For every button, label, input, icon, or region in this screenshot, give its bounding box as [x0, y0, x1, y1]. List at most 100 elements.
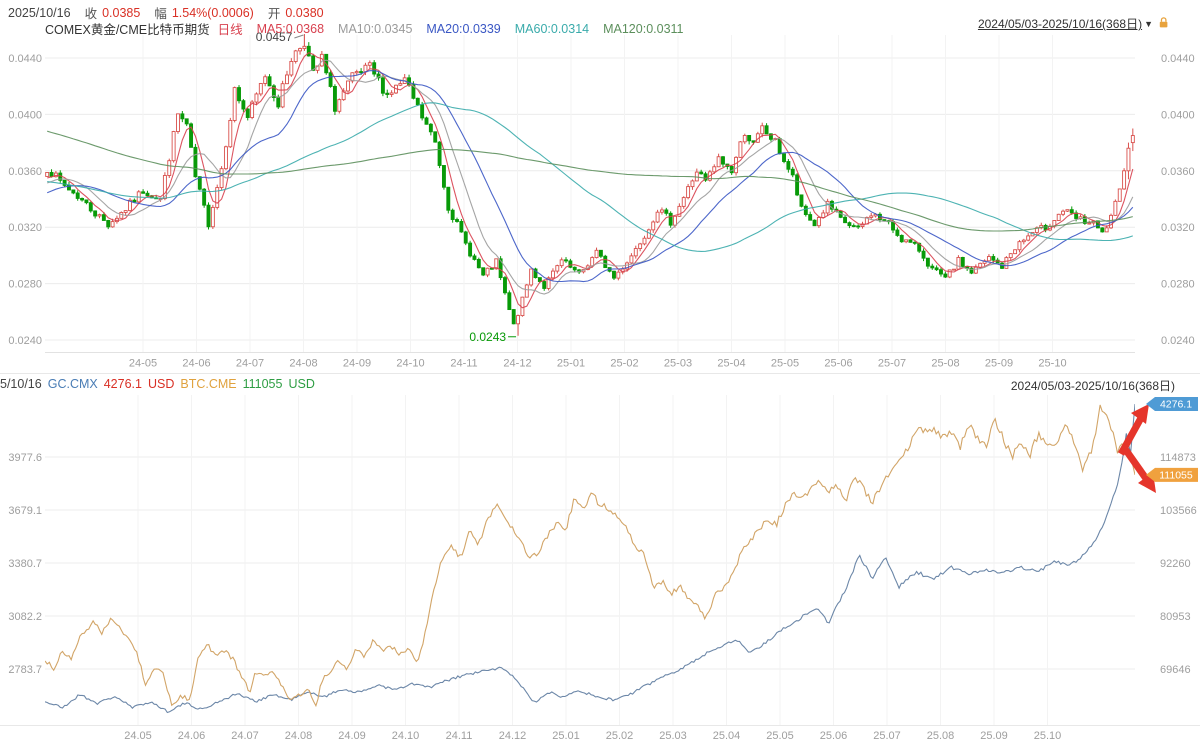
ma-label: MA10:0.0345: [338, 21, 413, 36]
x-tick-label: 25-04: [717, 358, 745, 370]
x-tick-label: 24.09: [338, 730, 366, 742]
ma-label: MA60:0.0314: [514, 21, 590, 36]
y-tick-label: 0.0440: [8, 53, 42, 65]
x-tick-label: 25.09: [980, 730, 1008, 742]
x-tick-label: 25-09: [985, 358, 1013, 370]
x-tick-label: 25.04: [713, 730, 741, 742]
x-tick-label: 24.07: [231, 730, 259, 742]
x-tick-label: 25-07: [878, 358, 906, 370]
x-tick-label: 24-06: [182, 358, 210, 370]
bottom-date: 5/10/16: [0, 377, 42, 391]
y-tick-label: 0.0240: [1161, 335, 1195, 347]
left-axis-label: 2783.7: [8, 664, 42, 676]
period-selector[interactable]: 2024/05/03-2025/10/16(368日) ▼: [978, 15, 1170, 32]
x-tick-label: 24.12: [499, 730, 527, 742]
trend-arrow-down: [1120, 443, 1156, 493]
y-tick-label: 0.0440: [1161, 53, 1195, 65]
btc-price: 111055: [242, 377, 283, 391]
price-badge-btc-cme: 111055: [1146, 467, 1198, 482]
x-tick-label: 25-03: [664, 358, 692, 370]
x-tick-label: 24-07: [236, 358, 264, 370]
x-tick-label: 25.10: [1034, 730, 1062, 742]
y-tick-label: 0.0320: [1161, 222, 1195, 234]
candles-layer: [45, 34, 1135, 336]
x-tick-label: 25-08: [931, 358, 959, 370]
x-tick-label: 25.03: [659, 730, 687, 742]
x-tick-label: 24.05: [124, 730, 152, 742]
x-tick-label: 24.10: [392, 730, 420, 742]
x-tick-label: 24-12: [503, 358, 531, 370]
left-axis-label: 3082.2: [8, 611, 42, 623]
y-tick-label: 0.0360: [1161, 166, 1195, 178]
y-tick-label: 0.0360: [8, 166, 42, 178]
amplitude-value: 1.54%(0.0006): [171, 5, 254, 20]
ma-line-ma10: [47, 59, 1134, 295]
period-range-label[interactable]: 2024/05/03-2025/10/16(368日): [977, 17, 1143, 31]
x-tick-label: 25.08: [927, 730, 955, 742]
x-tick-label: 24.08: [285, 730, 313, 742]
y-tick-label: 0.0280: [1161, 279, 1195, 291]
ma-line-ma5: [47, 51, 1134, 309]
ma-line-ma20: [46, 70, 1134, 283]
x-tick-label: 25.05: [766, 730, 794, 742]
chevron-down-icon[interactable]: ▼: [1144, 18, 1153, 29]
price-badge-gc-cmx: 4276.1: [1146, 397, 1198, 411]
right-axis-label: 114873: [1160, 452, 1196, 464]
quote-date: 2025/10/16: [8, 5, 71, 20]
left-axis-label: 3977.6: [8, 452, 42, 464]
y-tick-label: 0.0320: [8, 222, 42, 234]
price-badge-label: 111055: [1159, 470, 1193, 482]
x-tick-label: 25-02: [610, 358, 638, 370]
series-line-btc-cme: [45, 404, 1135, 708]
period-low-annotation: 0.0243: [469, 330, 506, 344]
amplitude-label: 幅: [154, 7, 167, 21]
open-value: 0.0380: [285, 5, 324, 20]
x-tick-label: 24.06: [178, 730, 206, 742]
comparison-line-chart[interactable]: 3977.6 114873 3679.1 103566 3380.7 92260 3082.…: [0, 395, 1200, 742]
gc-symbol: GC.CMX: [47, 377, 98, 391]
left-axis-label: 3679.1: [8, 505, 42, 517]
right-axis-label: 80953: [1160, 611, 1191, 623]
period-high-annotation: 0.0457: [256, 30, 293, 44]
bottom-period-label: 2024/05/03-2025/10/16(368日): [1010, 379, 1175, 393]
ratio-candlestick-chart[interactable]: 0.0440 0.0440 0.0400 0.0400 0.0360 0.0360 0.03…: [0, 30, 1200, 374]
left-axis-label: 3380.7: [8, 558, 42, 570]
series-line-gc-cmx: [45, 403, 1135, 714]
gc-unit: USD: [147, 377, 175, 391]
ma-line-ma120: [47, 130, 1133, 232]
ma-label: MA5:0.0368: [256, 21, 325, 36]
open-label: 开: [267, 7, 281, 21]
lock-icon[interactable]: [1157, 16, 1170, 32]
x-tick-label: 25-01: [557, 358, 585, 370]
x-tick-label: 25-10: [1038, 358, 1066, 370]
x-tick-label: 25.07: [873, 730, 901, 742]
y-tick-label: 0.0240: [8, 335, 42, 347]
gc-price: 4276.1: [103, 377, 142, 391]
right-axis-label: 92260: [1160, 558, 1191, 570]
price-badge-label: 4276.1: [1160, 399, 1192, 411]
interval-label: 日线: [217, 23, 243, 37]
x-tick-label: 24.11: [446, 730, 473, 742]
ma-label: MA20:0.0339: [426, 21, 501, 36]
x-tick-label: 24-05: [129, 358, 157, 370]
ma-label: MA120:0.0311: [603, 21, 684, 36]
y-tick-label: 0.0400: [1161, 109, 1195, 121]
x-tick-label: 24-10: [396, 358, 424, 370]
ma-line-ma60: [47, 102, 1133, 252]
right-axis-label: 103566: [1160, 505, 1197, 517]
btc-symbol: BTC.CME: [180, 377, 237, 391]
chart-title: COMEX黄金/CME比特币期货: [45, 23, 210, 37]
x-tick-label: 25.06: [820, 730, 848, 742]
x-tick-label: 25.02: [606, 730, 634, 742]
x-tick-label: 25-06: [824, 358, 852, 370]
x-tick-label: 24-09: [343, 358, 371, 370]
x-tick-label: 24-08: [289, 358, 317, 370]
y-tick-label: 0.0280: [8, 279, 42, 291]
close-value: 0.0385: [102, 5, 141, 20]
top-info-bar: 2025/10/16 收 0.0385 幅 1.54%(0.0006) 开 0.…: [8, 3, 324, 22]
bottom-info-bar: 5/10/16 GC.CMX 4276.1 USD BTC.CME 111055…: [0, 377, 315, 391]
close-label: 收: [84, 7, 98, 21]
annotation-pointer: [294, 34, 304, 39]
